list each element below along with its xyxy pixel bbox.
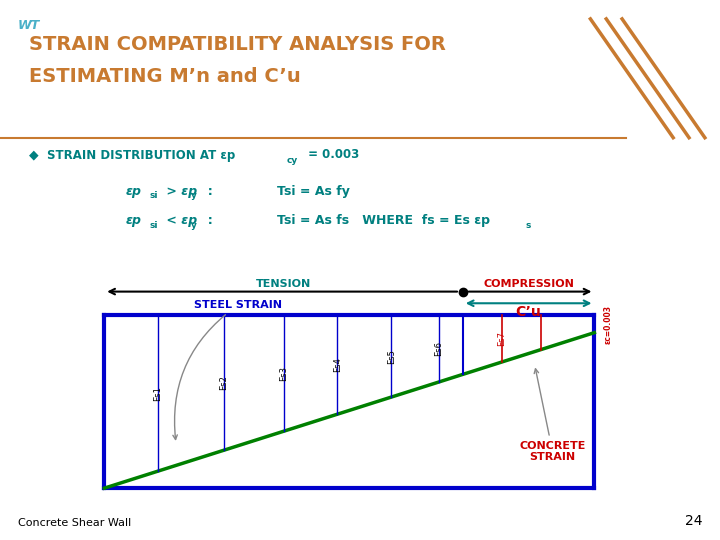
Text: :: : — [199, 214, 213, 227]
Text: WT: WT — [18, 19, 40, 32]
Text: Es3: Es3 — [279, 366, 288, 381]
Text: cy: cy — [287, 156, 298, 165]
Text: Tsi = As fs   WHERE  fs = Es εp: Tsi = As fs WHERE fs = Es εp — [277, 214, 490, 227]
Text: TENSION: TENSION — [256, 279, 311, 289]
Text: si: si — [149, 221, 158, 230]
Text: COMPRESSION: COMPRESSION — [483, 279, 574, 289]
Text: 24: 24 — [685, 514, 702, 528]
Text: εp: εp — [126, 214, 142, 227]
Text: Es4: Es4 — [333, 357, 342, 372]
Text: STEEL STRAIN: STEEL STRAIN — [173, 300, 282, 440]
Text: CONCRETE
STRAIN: CONCRETE STRAIN — [519, 369, 585, 462]
Text: y: y — [191, 221, 197, 230]
Text: ◆: ◆ — [29, 148, 38, 161]
Text: ESTIMATING M’n and C’u: ESTIMATING M’n and C’u — [29, 68, 300, 86]
Text: Es5: Es5 — [387, 349, 396, 363]
Text: Es1: Es1 — [153, 386, 163, 401]
Text: y: y — [191, 191, 197, 200]
Text: :: : — [199, 185, 213, 198]
Text: Es2: Es2 — [220, 375, 228, 390]
Text: > εp: > εp — [162, 185, 197, 198]
Text: εp: εp — [126, 185, 142, 198]
Text: STRAIN COMPATIBILITY ANALYSIS FOR: STRAIN COMPATIBILITY ANALYSIS FOR — [29, 35, 446, 54]
Text: εc=0.003: εc=0.003 — [603, 305, 612, 343]
Text: s: s — [526, 221, 531, 230]
Text: < εp: < εp — [162, 214, 197, 227]
Text: = 0.003: = 0.003 — [304, 148, 359, 161]
Text: STRAIN DISTRIBUTION AT εp: STRAIN DISTRIBUTION AT εp — [47, 148, 235, 161]
Text: C’u: C’u — [516, 306, 541, 320]
Text: Es6: Es6 — [434, 341, 444, 356]
Text: si: si — [149, 191, 158, 200]
Text: Concrete Shear Wall: Concrete Shear Wall — [18, 518, 131, 528]
Text: Tsi = As fy: Tsi = As fy — [277, 185, 350, 198]
Text: Es7: Es7 — [498, 331, 506, 346]
